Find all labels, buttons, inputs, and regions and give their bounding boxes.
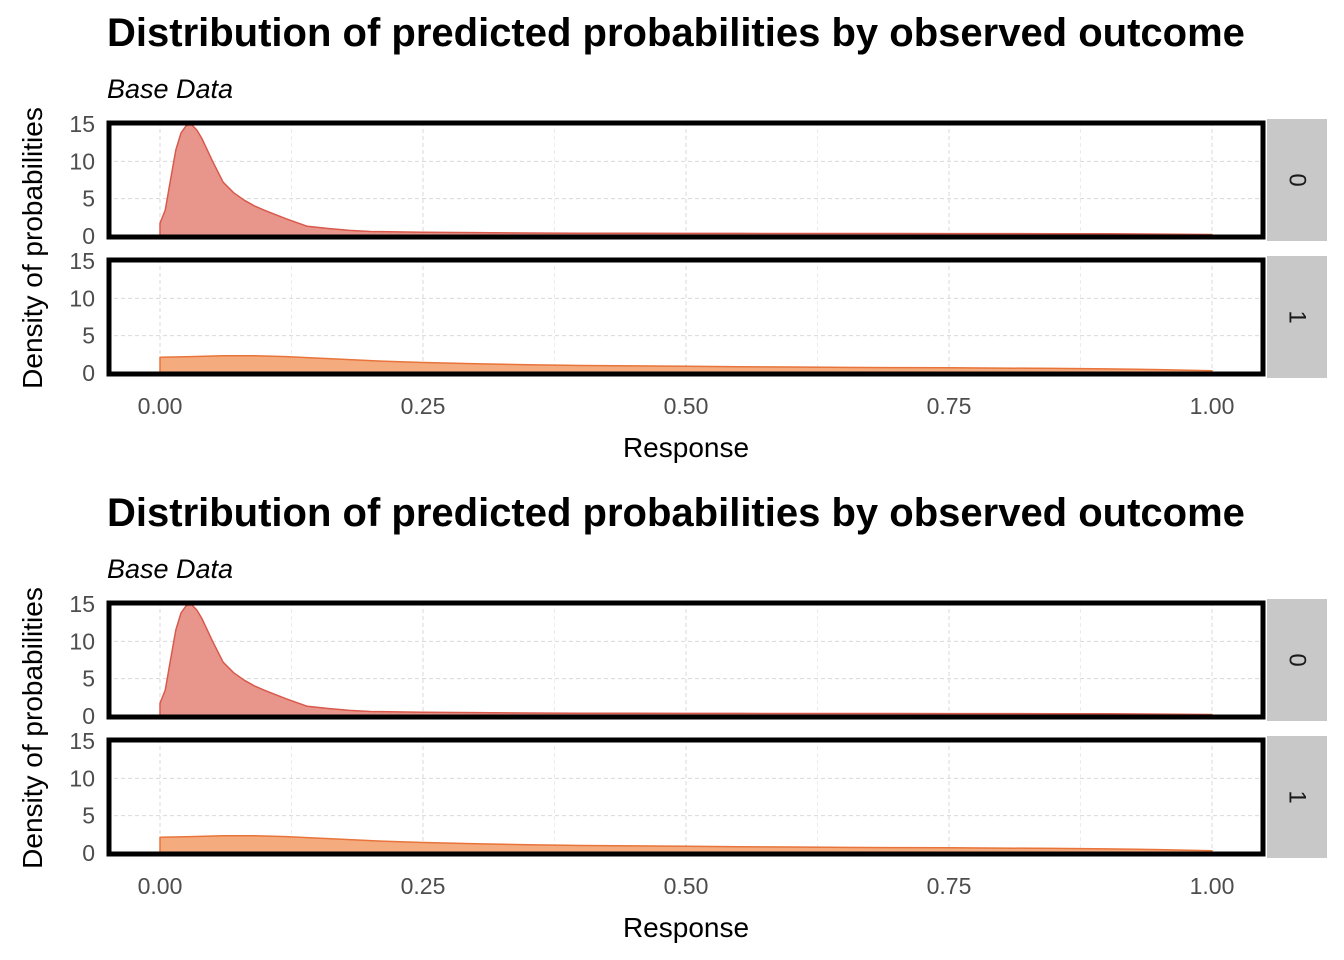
y-tick-label: 10 [69,285,95,311]
facet-strip-label: 0 [1284,173,1311,186]
panel-border [106,257,1266,377]
density-chart-bottom: Distribution of predicted probabilities … [0,480,1344,960]
x-axis-ticks: 0.00 0.25 0.50 0.75 1.00 [138,873,1235,899]
y-tick-label: 0 [82,360,95,386]
facet-strip-label: 1 [1284,310,1311,323]
y-tick-label: 15 [69,728,95,754]
facet-strip [1267,119,1327,241]
panel-border [106,120,1266,240]
y-tick-label: 5 [82,666,95,692]
x-tick-label: 0.00 [138,873,183,899]
facet-strip [1267,599,1327,721]
x-axis-ticks: 0.00 0.25 0.50 0.75 1.00 [138,393,1235,419]
y-tick-label: 10 [69,765,95,791]
x-tick-label: 0.75 [927,873,972,899]
chart-subtitle: Base Data [107,74,233,104]
facet-panel-0: 0 5 10 15 0 [69,591,1327,729]
y-tick-label: 15 [69,591,95,617]
panel-border [106,600,1266,720]
x-tick-label: 0.50 [664,873,709,899]
chart-subtitle: Base Data [107,554,233,584]
density-chart-top: Distribution of predicted probabilities … [17,11,1327,463]
x-tick-label: 0.25 [401,873,446,899]
y-tick-label: 5 [82,323,95,349]
facet-strip [1267,256,1327,378]
y-tick-label: 10 [69,628,95,654]
y-axis-label: Density of probabilities [17,107,48,389]
x-tick-label: 1.00 [1190,873,1235,899]
facet-strip [1267,736,1327,858]
y-tick-label: 5 [82,186,95,212]
x-tick-label: 1.00 [1190,393,1235,419]
x-tick-label: 0.00 [138,393,183,419]
facet-strip-label: 0 [1284,653,1311,666]
y-tick-label: 15 [69,111,95,137]
x-tick-label: 0.25 [401,393,446,419]
panel-border [106,737,1266,857]
y-tick-label: 15 [69,248,95,274]
facet-strip-label: 1 [1284,790,1311,803]
y-axis-label: Density of probabilities [17,587,48,869]
y-tick-label: 10 [69,148,95,174]
y-tick-label: 0 [82,223,95,249]
facet-panel-1: 0 5 10 15 1 [69,728,1327,866]
chart-svg: Distribution of predicted probabilities … [17,491,1327,943]
density-area-1 [159,835,1213,854]
y-tick-label: 0 [82,703,95,729]
facet-panel-0: 0 5 10 15 0 [69,111,1327,249]
chart-title: Distribution of predicted probabilities … [107,491,1245,535]
chart-title: Distribution of predicted probabilities … [107,11,1245,55]
chart-svg: Distribution of predicted probabilities … [17,11,1327,463]
x-axis-label: Response [623,912,749,943]
x-tick-label: 0.75 [927,393,972,419]
x-axis-label: Response [623,432,749,463]
x-tick-label: 0.50 [664,393,709,419]
density-area-1 [159,355,1213,374]
y-tick-label: 5 [82,803,95,829]
y-tick-label: 0 [82,840,95,866]
facet-panel-1: 0 5 10 15 1 [69,248,1327,386]
